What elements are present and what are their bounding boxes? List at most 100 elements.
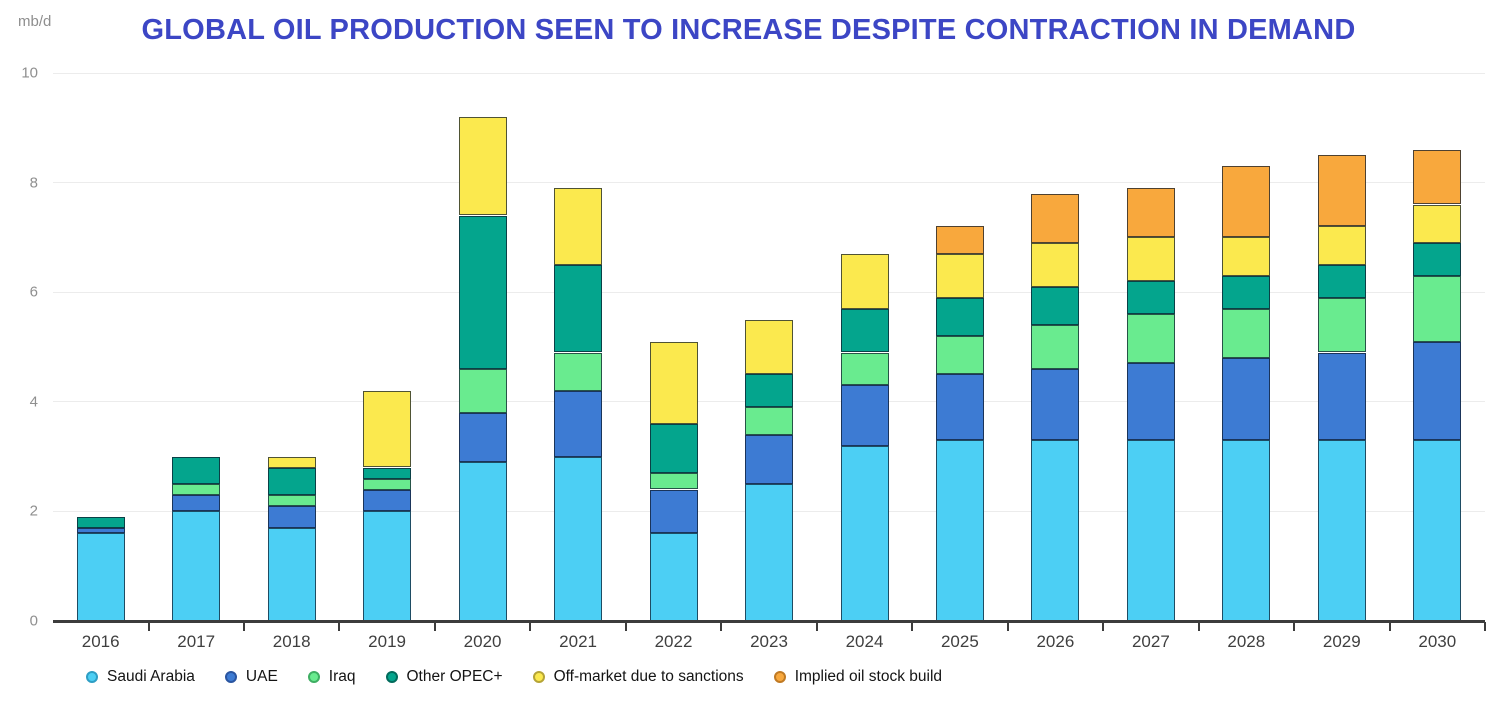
x-axis-tick bbox=[433, 622, 436, 631]
x-axis-year-label: 2021 bbox=[559, 632, 598, 651]
legend-item-iraq[interactable]: Iraq bbox=[307, 668, 356, 686]
bar-segment-2020-iraq[interactable] bbox=[458, 368, 507, 413]
bar-segment-2024-saudi-arabia[interactable] bbox=[840, 445, 889, 621]
bar-segment-2027-iraq[interactable] bbox=[1126, 314, 1175, 364]
bar-segment-2022-iraq[interactable] bbox=[649, 473, 698, 490]
x-axis-tick bbox=[1293, 622, 1296, 631]
x-axis-tick bbox=[911, 622, 914, 631]
y-axis-tick-label: 0 bbox=[29, 612, 38, 630]
bar-segment-2028-uae[interactable] bbox=[1222, 358, 1271, 441]
bar-segment-2018-saudi-arabia[interactable] bbox=[267, 527, 316, 621]
bar-segment-2025-off-market-due-to-sanctions[interactable] bbox=[935, 253, 984, 298]
bar-segment-2028-off-market-due-to-sanctions[interactable] bbox=[1222, 237, 1271, 276]
bar-segment-2028-iraq[interactable] bbox=[1222, 308, 1271, 358]
bar-segment-2022-uae[interactable] bbox=[649, 489, 698, 534]
bar-segment-2016-other-opec[interactable] bbox=[76, 516, 125, 528]
chart-legend: Saudi Arabia UAE Iraq Other OPEC+ Off-market… bbox=[86, 668, 942, 686]
bar-segment-2029-iraq[interactable] bbox=[1317, 297, 1366, 353]
bar-segment-2018-off-market-due-to-sanctions[interactable] bbox=[267, 456, 316, 468]
bar-segment-2023-iraq[interactable] bbox=[745, 407, 793, 435]
bar-segment-2025-iraq[interactable] bbox=[935, 336, 984, 375]
bar-segment-2021-saudi-arabia[interactable] bbox=[554, 456, 603, 621]
bar-segment-2018-uae[interactable] bbox=[267, 505, 316, 528]
legend-item-other-opec[interactable]: Other OPEC+ bbox=[385, 668, 503, 686]
legend-item-off-market-due-to-sanctions[interactable]: Off-market due to sanctions bbox=[532, 668, 744, 686]
bar-segment-2021-uae[interactable] bbox=[554, 390, 603, 457]
bar-segment-2029-off-market-due-to-sanctions[interactable] bbox=[1317, 226, 1366, 265]
bar-segment-2026-uae[interactable] bbox=[1031, 368, 1080, 441]
bar-segment-2025-implied-oil-stock-build[interactable] bbox=[935, 226, 984, 254]
bar-segment-2024-uae[interactable] bbox=[840, 385, 889, 446]
bar-segment-2020-uae[interactable] bbox=[458, 412, 507, 463]
bar-segment-2021-off-market-due-to-sanctions[interactable] bbox=[554, 188, 603, 265]
bar-segment-2028-saudi-arabia[interactable] bbox=[1222, 440, 1271, 621]
bar-segment-2023-other-opec[interactable] bbox=[745, 374, 793, 408]
bar-segment-2023-saudi-arabia[interactable] bbox=[745, 484, 793, 621]
legend-item-saudi-arabia[interactable]: Saudi Arabia bbox=[86, 668, 195, 686]
bar-segment-2017-iraq[interactable] bbox=[172, 484, 221, 495]
bar-segment-2017-saudi-arabia[interactable] bbox=[172, 511, 221, 621]
bar-segment-2027-other-opec[interactable] bbox=[1126, 281, 1175, 315]
bar-segment-2016-saudi-arabia[interactable] bbox=[76, 533, 125, 621]
bar-segment-2026-other-opec[interactable] bbox=[1031, 286, 1080, 326]
bar-segment-2025-other-opec[interactable] bbox=[935, 297, 984, 337]
x-axis-tick bbox=[815, 622, 818, 631]
bar-segment-2017-other-opec[interactable] bbox=[172, 456, 221, 484]
bar-segment-2019-off-market-due-to-sanctions[interactable] bbox=[363, 390, 412, 468]
bar-segment-2021-iraq[interactable] bbox=[554, 352, 603, 391]
bar-segment-2030-other-opec[interactable] bbox=[1413, 242, 1462, 276]
gridline bbox=[53, 72, 1485, 74]
x-axis-tick bbox=[338, 622, 341, 631]
legend-item-uae[interactable]: UAE bbox=[224, 668, 278, 686]
bar-segment-2019-iraq[interactable] bbox=[363, 478, 412, 490]
bar-segment-2018-other-opec[interactable] bbox=[267, 467, 316, 495]
bar-segment-2021-other-opec[interactable] bbox=[554, 264, 603, 353]
bar-segment-2024-off-market-due-to-sanctions[interactable] bbox=[840, 253, 889, 309]
bar-segment-2027-saudi-arabia[interactable] bbox=[1126, 440, 1175, 621]
bar-segment-2029-implied-oil-stock-build[interactable] bbox=[1317, 155, 1366, 227]
bar-segment-2023-uae[interactable] bbox=[745, 434, 793, 484]
bar-segment-2023-off-market-due-to-sanctions[interactable] bbox=[745, 319, 793, 375]
bar-segment-2019-other-opec[interactable] bbox=[363, 467, 412, 479]
bar-segment-2022-off-market-due-to-sanctions[interactable] bbox=[649, 341, 698, 424]
bar-segment-2030-off-market-due-to-sanctions[interactable] bbox=[1413, 204, 1462, 243]
bar-segment-2030-saudi-arabia[interactable] bbox=[1413, 440, 1462, 621]
bar-segment-2028-other-opec[interactable] bbox=[1222, 275, 1271, 309]
bar-segment-2028-implied-oil-stock-build[interactable] bbox=[1222, 166, 1271, 238]
bar-segment-2030-implied-oil-stock-build[interactable] bbox=[1413, 149, 1462, 205]
bar-segment-2025-uae[interactable] bbox=[935, 374, 984, 441]
bar-segment-2027-implied-oil-stock-build[interactable] bbox=[1126, 188, 1175, 238]
x-axis-year-label: 2029 bbox=[1322, 632, 1361, 651]
bar-segment-2019-saudi-arabia[interactable] bbox=[363, 511, 412, 621]
bar-segment-2024-iraq[interactable] bbox=[840, 352, 889, 386]
bar-segment-2027-uae[interactable] bbox=[1126, 363, 1175, 441]
x-axis-year-label: 2019 bbox=[368, 632, 407, 651]
bar-segment-2019-uae[interactable] bbox=[363, 489, 412, 512]
bar-segment-2026-iraq[interactable] bbox=[1031, 325, 1080, 369]
bar-segment-2026-implied-oil-stock-build[interactable] bbox=[1031, 193, 1080, 243]
legend-label: Other OPEC+ bbox=[406, 668, 503, 685]
bar-segment-2020-off-market-due-to-sanctions[interactable] bbox=[458, 116, 507, 216]
bar-segment-2017-uae[interactable] bbox=[172, 495, 221, 512]
bar-segment-2020-saudi-arabia[interactable] bbox=[458, 462, 507, 621]
bar-segment-2026-off-market-due-to-sanctions[interactable] bbox=[1031, 242, 1080, 287]
bar-segment-2029-uae[interactable] bbox=[1317, 352, 1366, 441]
bar-segment-2022-other-opec[interactable] bbox=[649, 423, 698, 473]
legend-item-implied-oil-stock-build[interactable]: Implied oil stock build bbox=[773, 668, 942, 686]
bar-segment-2022-saudi-arabia[interactable] bbox=[649, 533, 698, 621]
bar-segment-2030-uae[interactable] bbox=[1413, 341, 1462, 441]
bar-segment-2025-saudi-arabia[interactable] bbox=[935, 440, 984, 621]
x-axis-tick bbox=[1102, 622, 1105, 631]
bar-segment-2029-saudi-arabia[interactable] bbox=[1317, 440, 1366, 621]
bar-segment-2024-other-opec[interactable] bbox=[840, 308, 889, 353]
bar-segment-2030-iraq[interactable] bbox=[1413, 275, 1462, 342]
bar-segment-2026-saudi-arabia[interactable] bbox=[1031, 440, 1080, 621]
x-axis-year-label: 2024 bbox=[845, 632, 884, 651]
bar-segment-2018-iraq[interactable] bbox=[267, 495, 316, 506]
bar-segment-2029-other-opec[interactable] bbox=[1317, 264, 1366, 298]
bar-segment-2020-other-opec[interactable] bbox=[458, 215, 507, 369]
x-axis-tick bbox=[1006, 622, 1009, 631]
bar-segment-2027-off-market-due-to-sanctions[interactable] bbox=[1126, 237, 1175, 282]
bar-segment-2016-uae[interactable] bbox=[76, 527, 125, 534]
